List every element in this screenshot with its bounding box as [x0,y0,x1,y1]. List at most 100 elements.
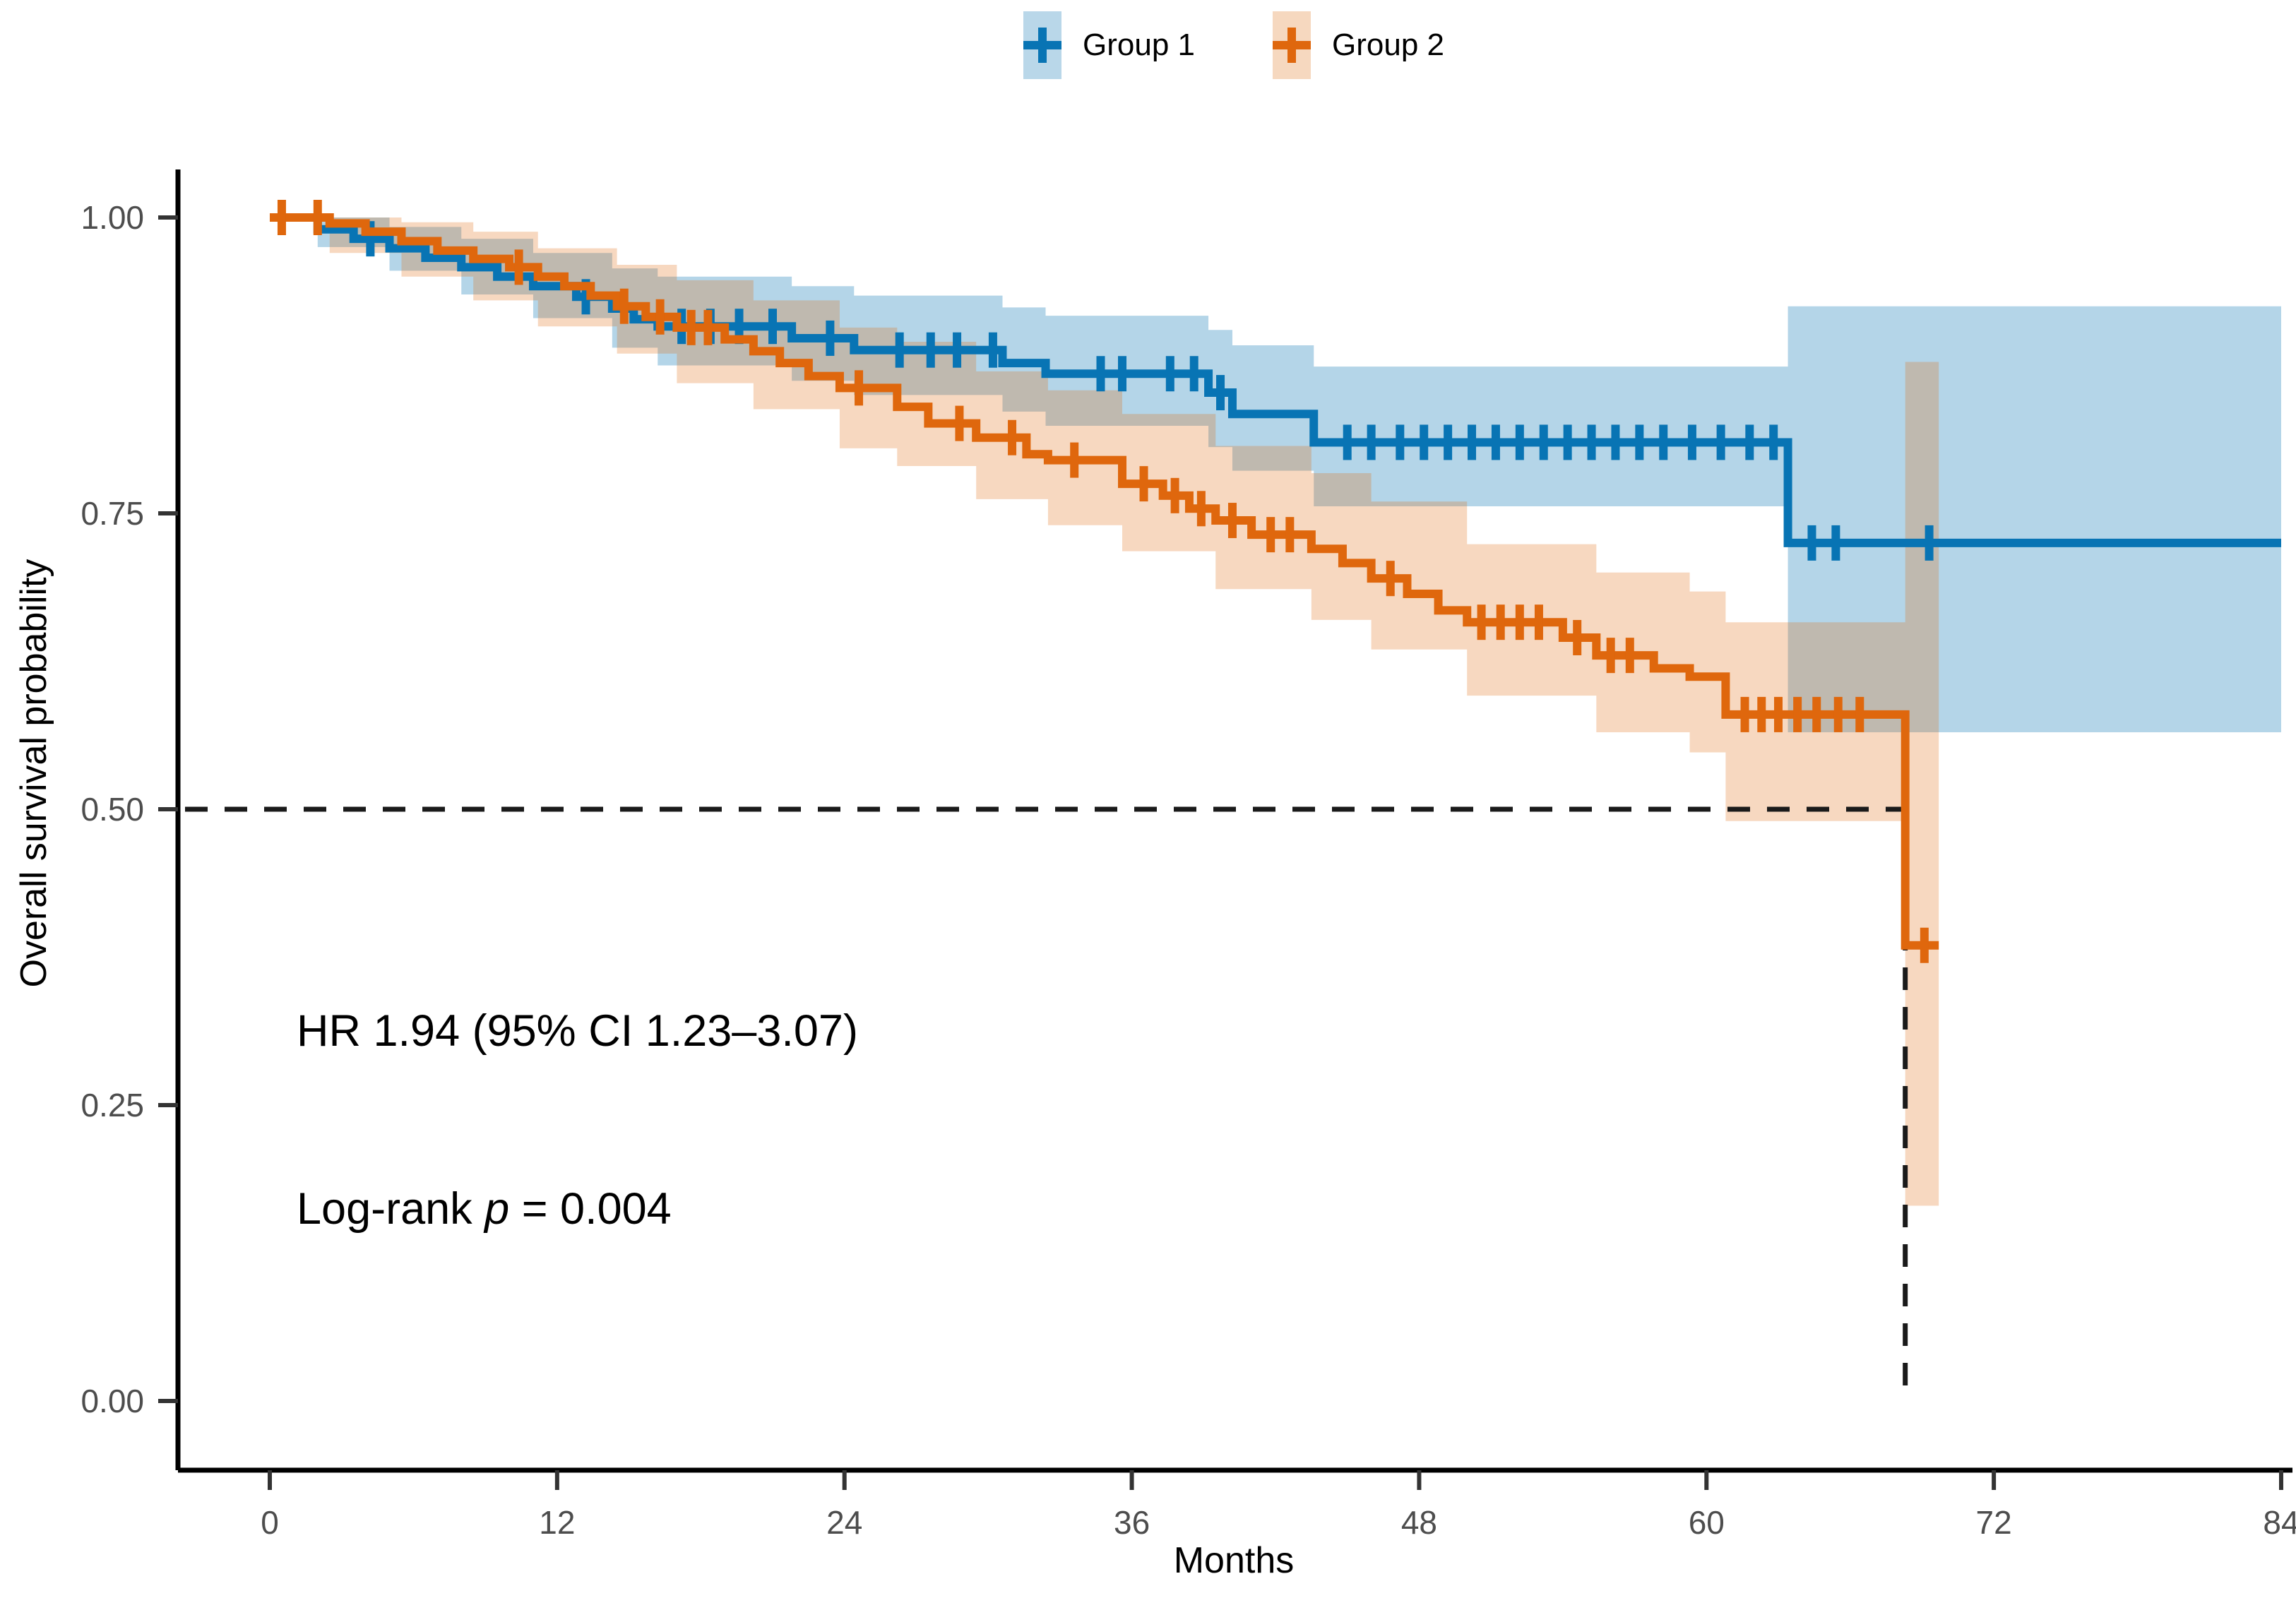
censor-tick [855,370,864,406]
censor-tick [1227,503,1237,539]
axes [175,169,2292,1473]
censor-tick [1563,424,1572,460]
censor-tick [686,309,696,345]
censor-tick [1170,477,1179,513]
logrank-value-text: = 0.004 [521,1184,672,1234]
censor-tick [1757,696,1766,732]
censor-tick [768,309,777,345]
y-axis-ticks: 1.00 0.75 0.50 0.25 0.00 [81,199,178,1419]
survival-curve-2 [270,213,1939,950]
logrank-annotation: Log-rank p = 0.004 [297,1183,672,1234]
censor-tick [1925,525,1934,561]
logrank-prefix-text: Log-rank [297,1184,472,1234]
censor-tick [926,332,935,368]
censor-tick [1606,638,1615,674]
censor-tick [277,200,286,235]
censor-tick [1920,927,1929,963]
censor-tick [1196,491,1206,527]
censor-tick [1343,424,1352,460]
y-tick-label: 0.00 [81,1383,144,1419]
y-axis-title: Overall survival probability [13,559,54,988]
censor-tick [1189,356,1198,392]
censor-tick [514,249,523,285]
censor-tick [1833,696,1843,732]
censor-tick [1659,424,1668,460]
censor-tick [1008,419,1017,455]
censor-tick [1515,424,1524,460]
censor-tick [1539,424,1548,460]
legend: Group 1 Group 2 [178,11,2290,79]
censor-tick [1266,517,1275,553]
ci-band-1 [270,217,2281,733]
censor-tick [655,299,665,335]
censor-tick [1573,619,1582,655]
y-tick-label: 0.50 [81,791,144,828]
censor-tick [1165,356,1174,392]
censor-tick [1216,375,1225,411]
legend-key-group1-icon [1023,11,1062,79]
censor-tick [1139,466,1148,502]
x-tick-label: 36 [1114,1504,1150,1541]
censor-tick [1807,525,1816,561]
x-tick-label: 60 [1689,1504,1725,1541]
legend-item-group2[interactable]: Group 2 [1273,11,1444,79]
group1-censor-cross-icon [1038,28,1047,63]
censor-tick [313,200,322,235]
censor-tick [1096,356,1105,392]
censor-tick [1687,424,1696,460]
x-axis-ticks: 0 12 24 36 48 60 72 84 [261,1470,2296,1541]
x-tick-label: 12 [539,1504,575,1541]
censor-tick [1855,696,1864,732]
censor-tick [953,332,962,368]
censor-tick [1285,517,1295,553]
censor-tick [703,309,713,345]
censor-tick [1774,696,1783,732]
legend-label-group2: Group 2 [1332,28,1444,62]
y-tick-label: 0.75 [81,495,144,532]
censor-tick [1444,424,1453,460]
legend-label-group1: Group 1 [1083,28,1195,62]
censor-tick [955,405,964,441]
logrank-p-symbol: p [484,1184,510,1234]
censor-tick [1716,424,1725,460]
legend-item-group1[interactable]: Group 1 [1023,11,1195,79]
censor-tick [1745,424,1754,460]
censor-tick [895,332,904,368]
censor-tick [826,320,835,356]
ci-band-2 [270,217,1939,1206]
censor-tick [1468,424,1477,460]
x-axis-title: Months [1173,1540,1295,1581]
censor-tick [1831,525,1840,561]
censor-tick [1118,356,1127,392]
censor-tick [1477,604,1486,640]
censor-tick [1740,696,1749,732]
y-tick-label: 0.25 [81,1087,144,1123]
censor-tick [1496,604,1505,640]
median-guides [185,806,1908,1401]
km-step-line-2 [270,213,1939,950]
censor-tick [988,332,997,368]
censor-tick [1515,604,1524,640]
x-tick-label: 84 [2263,1504,2296,1541]
censor-tick [1587,424,1596,460]
hazard-ratio-text: HR 1.94 (95% CI 1.23–3.07) [297,1006,858,1056]
censor-marks-2 [277,200,1929,963]
ci-bands [270,217,2281,1206]
censor-tick [1491,424,1500,460]
censor-tick [1625,638,1634,674]
x-tick-label: 0 [261,1504,279,1541]
censor-tick [1769,424,1778,460]
y-tick-label: 1.00 [81,199,144,236]
censor-tick [1793,696,1802,732]
censor-tick [619,288,629,324]
censor-tick [1635,424,1644,460]
x-tick-label: 72 [1976,1504,2012,1541]
hazard-ratio-annotation: HR 1.94 (95% CI 1.23–3.07) [297,1006,858,1056]
censor-tick [1396,424,1405,460]
x-tick-label: 24 [826,1504,862,1541]
censor-tick [1070,442,1079,478]
censor-tick [1611,424,1620,460]
censor-tick [1367,424,1376,460]
